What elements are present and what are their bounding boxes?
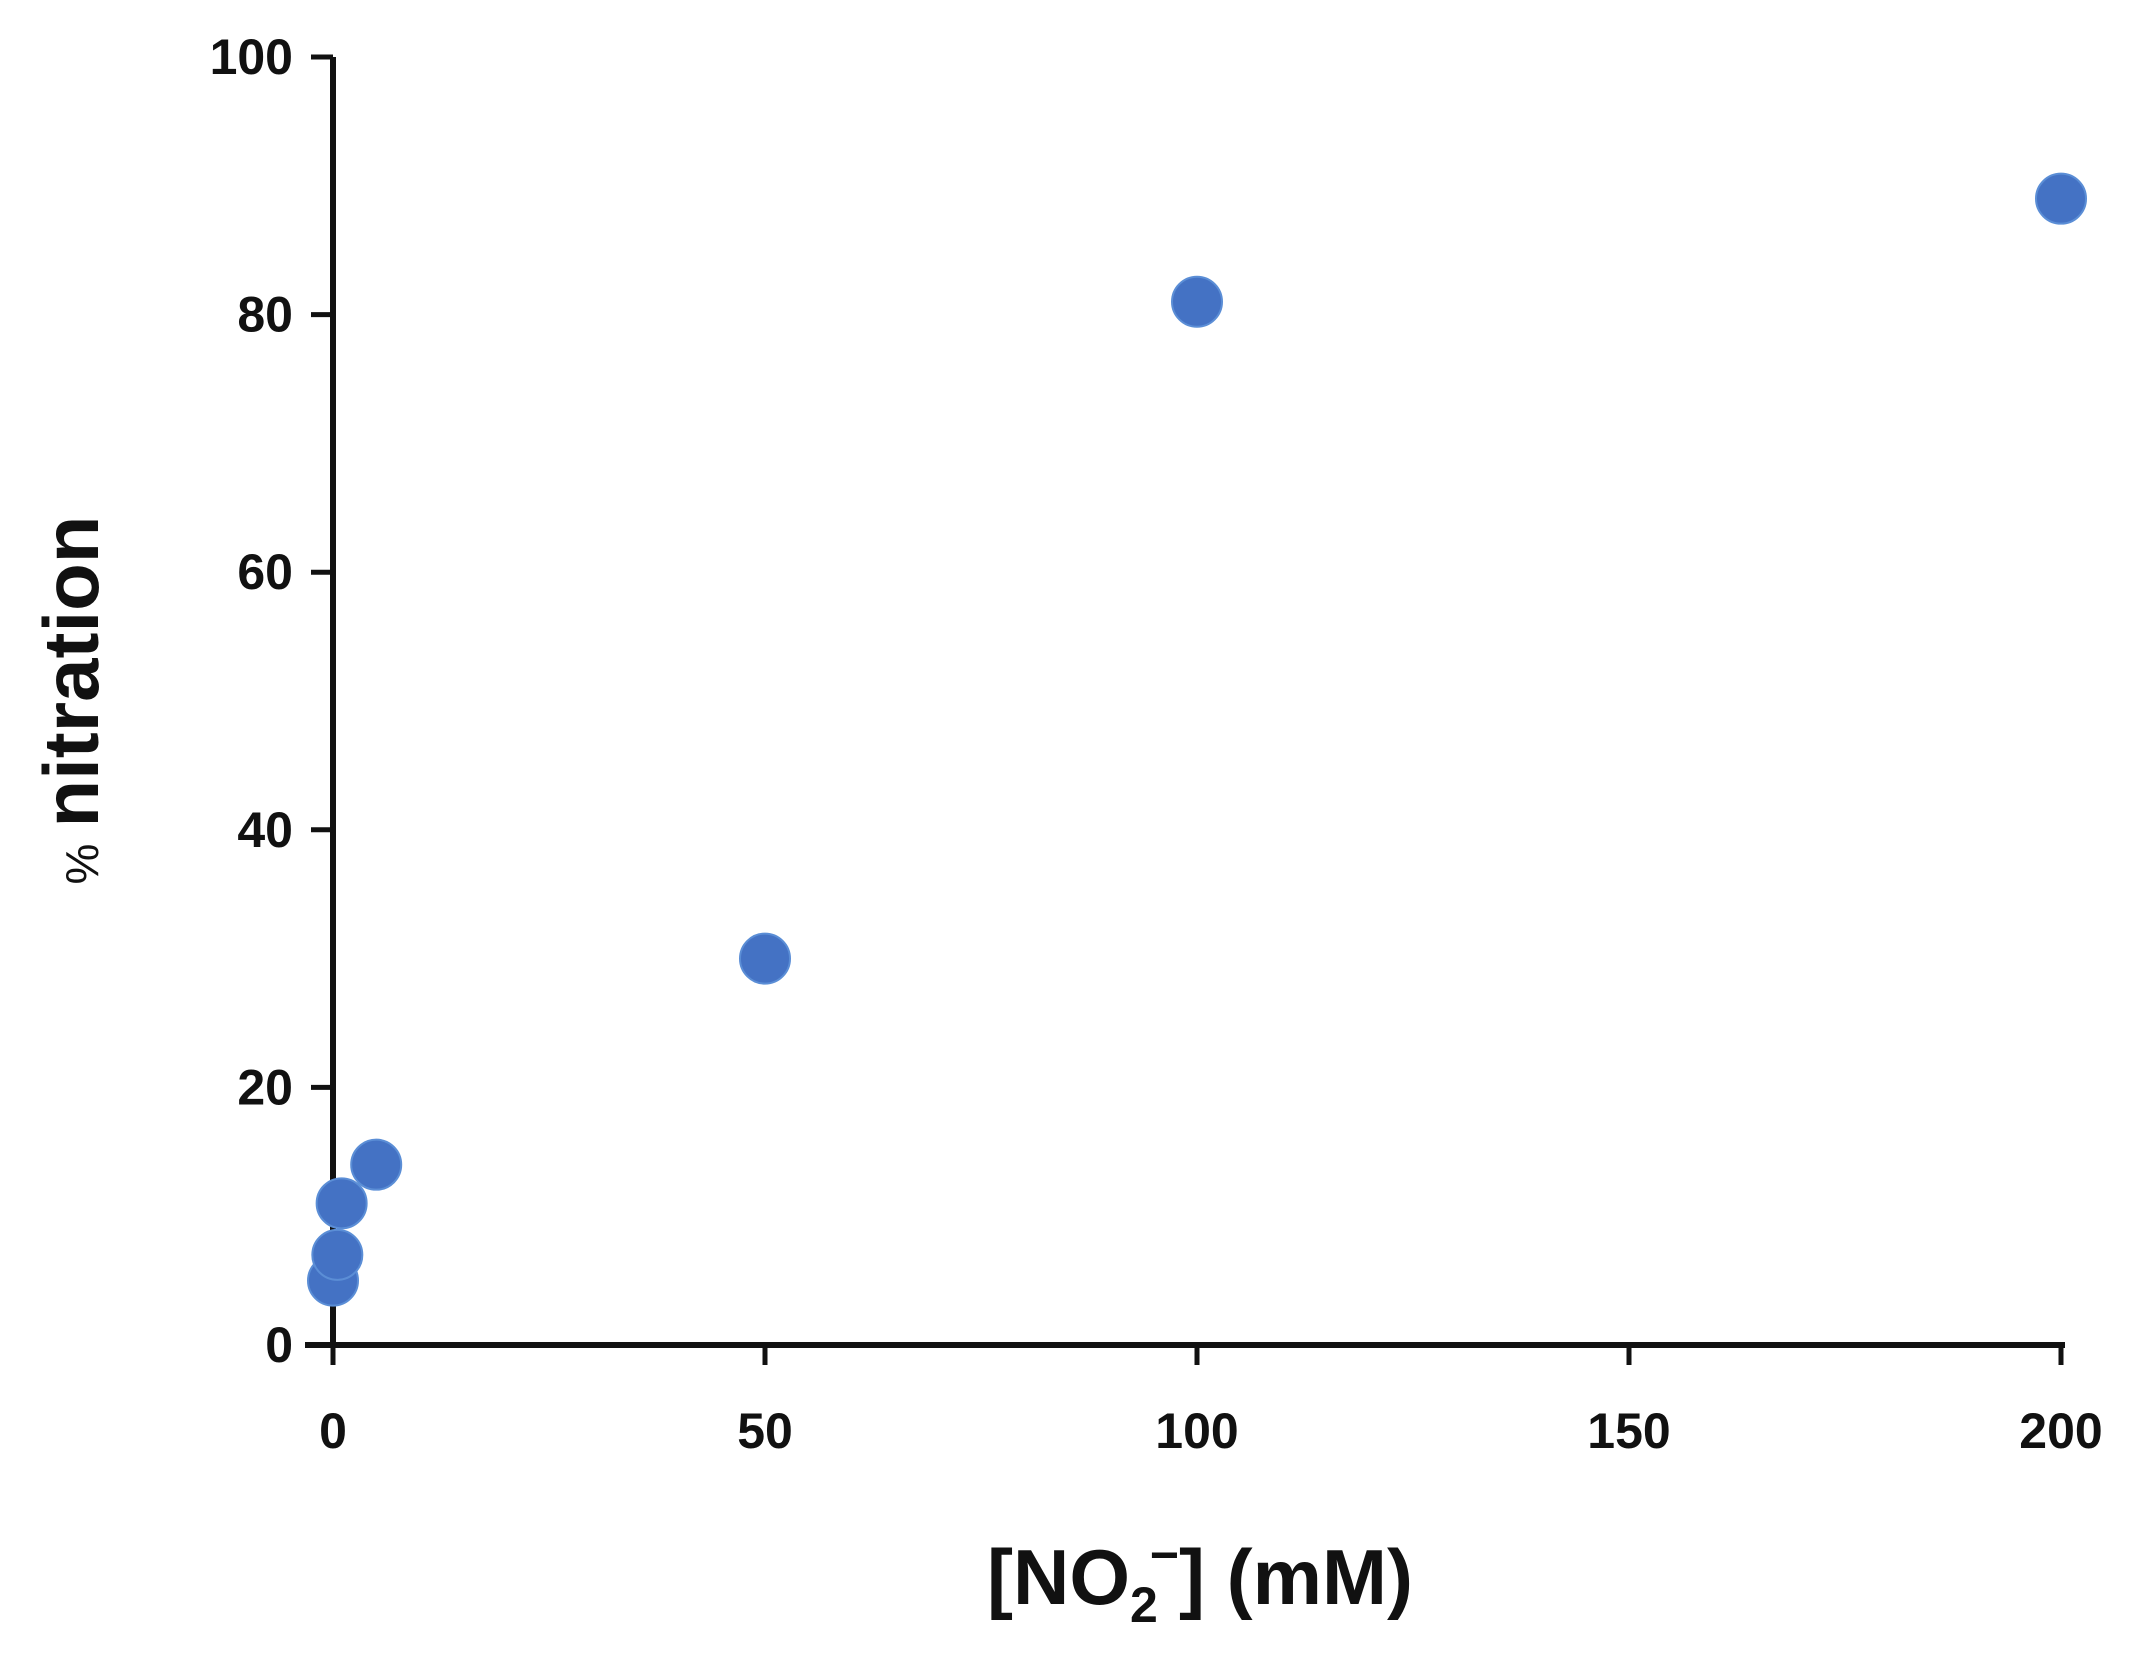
- x-axis-title: [NO2−] (mM): [987, 1527, 1413, 1633]
- y-axis-title-prefix: %: [56, 844, 108, 885]
- data-point: [350, 1138, 403, 1191]
- y-axis-title-main: nitration: [27, 516, 115, 828]
- x-axis-ticks: 0 50 100 150 200: [319, 1345, 2103, 1459]
- y-tick-label: 0: [265, 1317, 293, 1373]
- data-point: [315, 1177, 368, 1230]
- y-tick-label: 20: [237, 1059, 293, 1115]
- plot-area: 0 50 100 150 200 0 20 40 60 80 100: [210, 29, 2103, 1459]
- data-point: [1171, 275, 1223, 328]
- y-tick-label: 100: [210, 29, 293, 85]
- data-point: [311, 1228, 364, 1281]
- x-axis-title-subscript: 2: [1130, 1577, 1158, 1633]
- y-axis-title: % nitration: [27, 516, 115, 885]
- y-tick-label: 40: [237, 802, 293, 858]
- data-point: [739, 932, 791, 985]
- data-point: [2035, 172, 2087, 225]
- x-tick-label: 0: [319, 1403, 347, 1459]
- x-tick-label: 150: [1587, 1403, 1670, 1459]
- x-tick-label: 50: [737, 1403, 793, 1459]
- y-tick-label: 60: [237, 544, 293, 600]
- x-axis-title-open: [NO: [987, 1533, 1130, 1621]
- x-tick-label: 200: [2019, 1403, 2102, 1459]
- y-tick-label: 80: [237, 287, 293, 343]
- data-points: [307, 172, 2087, 1307]
- x-tick-label: 100: [1155, 1403, 1238, 1459]
- y-axis-ticks: 0 20 40 60 80 100: [210, 29, 333, 1373]
- x-axis-title-superscript: −: [1150, 1527, 1179, 1583]
- x-axis-title-close: ] (mM): [1179, 1533, 1413, 1621]
